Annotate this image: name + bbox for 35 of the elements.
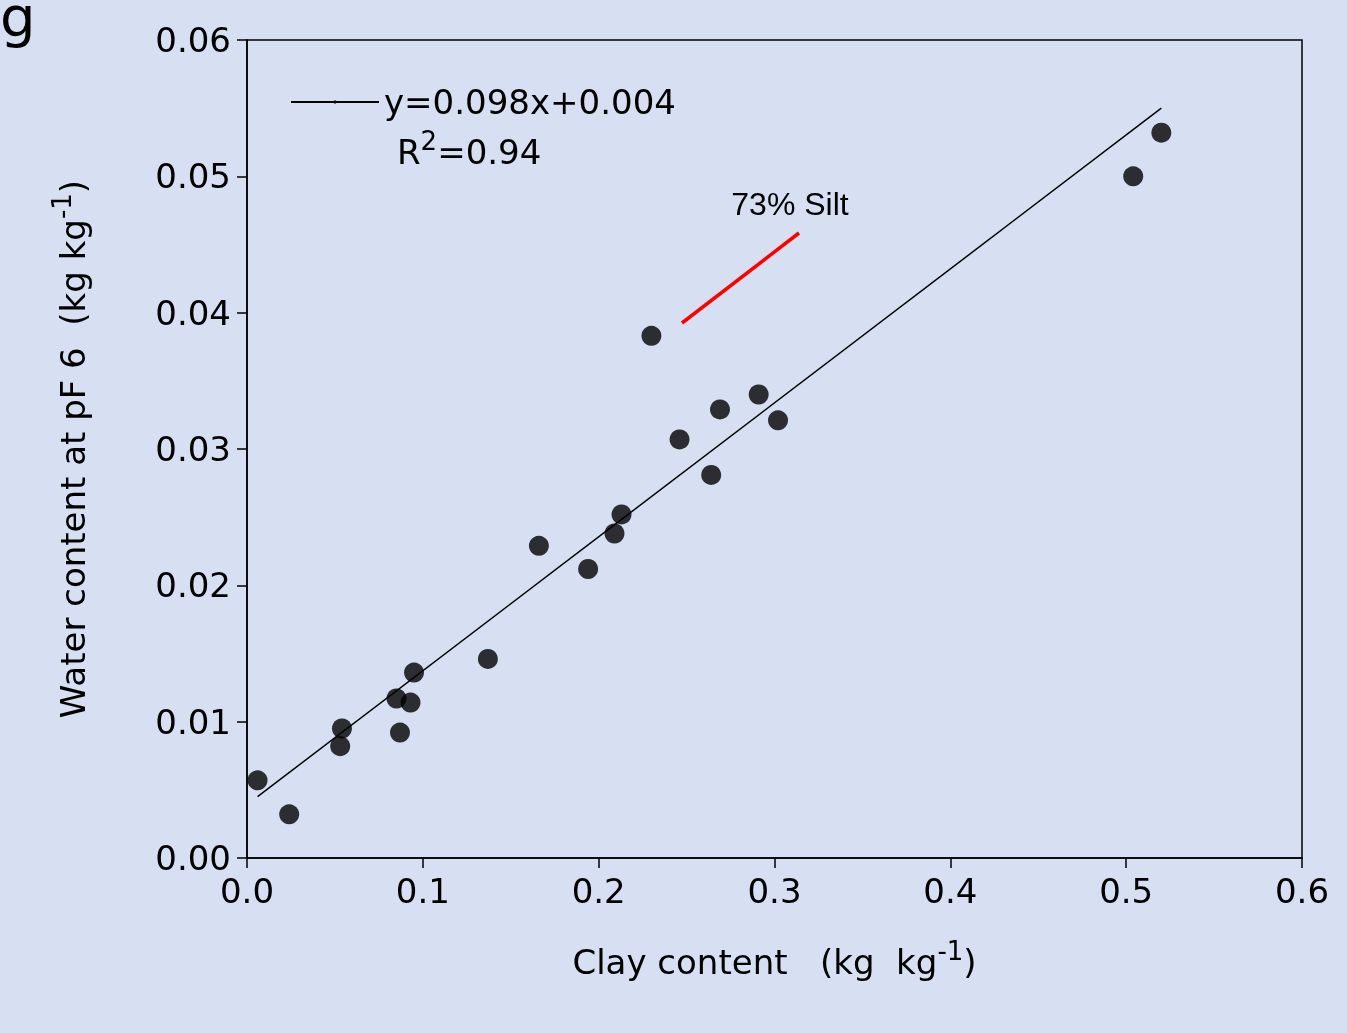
y-tick-label: 0.03 <box>155 429 231 469</box>
point <box>1123 166 1144 187</box>
point <box>710 399 730 420</box>
point <box>604 523 625 544</box>
point <box>390 722 410 743</box>
x-tick-label: 0.5 <box>1099 871 1154 911</box>
x-tick-label: 0.4 <box>923 871 978 911</box>
annotation: 73% Silt <box>731 186 849 222</box>
point <box>528 535 549 556</box>
point <box>404 662 425 683</box>
point <box>247 770 268 791</box>
point <box>578 558 599 579</box>
point <box>330 736 351 757</box>
y-tick-label: 0.05 <box>155 156 231 197</box>
point <box>331 718 352 739</box>
point <box>701 464 722 485</box>
y-tick-label: 0.01 <box>155 701 231 742</box>
x-tick-label: 0.1 <box>395 871 450 911</box>
point <box>641 325 662 346</box>
point <box>768 410 789 431</box>
point <box>400 692 421 713</box>
x-tick-label: 0.3 <box>747 871 802 911</box>
legend-label: y=0.098x+0.004 <box>384 82 676 122</box>
point <box>1151 122 1172 143</box>
point <box>669 429 690 450</box>
x-tick-label: 0.2 <box>571 871 626 911</box>
point <box>279 804 300 825</box>
text: g <box>0 0 36 49</box>
point <box>748 384 769 405</box>
x-tick-label: 0.6 <box>1274 871 1330 911</box>
y-axis-title: Water content at pF 6 (kg kg-1) <box>47 179 93 719</box>
y-tick-label: 0.04 <box>155 292 231 333</box>
y-tick-label: 0.02 <box>155 565 231 606</box>
y-tick-label: 0.06 <box>155 20 231 60</box>
point <box>477 648 498 669</box>
